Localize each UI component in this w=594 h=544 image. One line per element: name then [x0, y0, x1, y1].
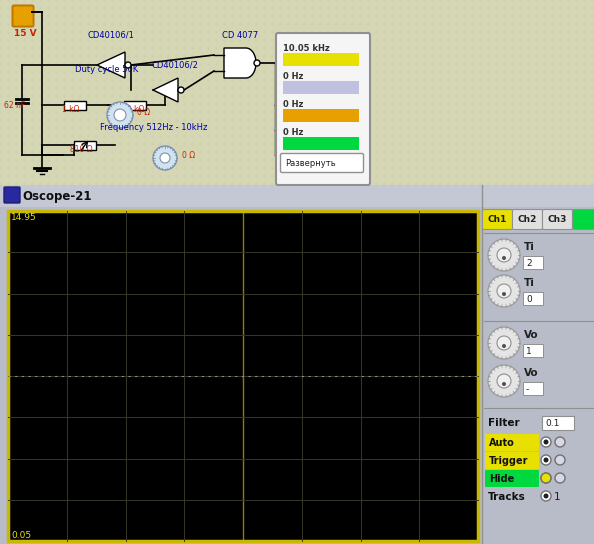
Polygon shape	[224, 48, 256, 78]
Circle shape	[125, 62, 131, 68]
Text: Развернуть: Развернуть	[285, 159, 336, 168]
Bar	[523, 344, 543, 357]
Bar	[283, 53, 359, 66]
Text: 0.1: 0.1	[545, 419, 560, 428]
Bar	[523, 382, 543, 395]
Circle shape	[555, 473, 565, 483]
FancyBboxPatch shape	[485, 470, 539, 487]
Text: 15 V: 15 V	[14, 29, 37, 38]
Text: Auto: Auto	[489, 438, 515, 448]
Circle shape	[555, 455, 565, 465]
Bar	[283, 109, 359, 122]
Bar	[283, 81, 359, 94]
Text: 0: 0	[526, 295, 532, 304]
Text: Hide: Hide	[489, 474, 514, 484]
Text: 62 nF: 62 nF	[4, 101, 26, 110]
Text: CD 4077: CD 4077	[222, 31, 258, 40]
Circle shape	[178, 87, 184, 93]
Bar	[64, 101, 86, 110]
FancyBboxPatch shape	[513, 209, 542, 230]
FancyBboxPatch shape	[573, 209, 594, 230]
Bar	[0, 185, 594, 544]
Text: 14.95: 14.95	[11, 213, 37, 222]
Bar	[74, 141, 96, 150]
Circle shape	[497, 284, 511, 298]
Circle shape	[488, 365, 520, 397]
Text: 0 Ω: 0 Ω	[182, 151, 195, 160]
Circle shape	[107, 102, 133, 128]
FancyBboxPatch shape	[482, 209, 513, 230]
Circle shape	[114, 109, 126, 121]
Bar	[542, 416, 574, 430]
Circle shape	[497, 336, 511, 350]
Text: Ti: Ti	[524, 278, 535, 288]
Text: 1 kΩ: 1 kΩ	[62, 105, 80, 114]
Circle shape	[544, 458, 548, 462]
Circle shape	[488, 275, 520, 307]
Circle shape	[541, 437, 551, 447]
Circle shape	[555, 437, 565, 447]
FancyBboxPatch shape	[485, 452, 539, 469]
Text: 2: 2	[526, 259, 532, 268]
Circle shape	[488, 239, 520, 271]
Circle shape	[541, 473, 551, 483]
Bar	[8, 211, 478, 541]
Circle shape	[497, 248, 511, 262]
Bar	[0, 185, 594, 207]
Circle shape	[544, 493, 548, 498]
Text: Filter: Filter	[488, 418, 520, 428]
Text: 1: 1	[554, 492, 561, 502]
Text: Oscope-21: Oscope-21	[22, 190, 91, 203]
Circle shape	[153, 146, 177, 170]
Polygon shape	[97, 52, 125, 78]
Text: 0 Hz: 0 Hz	[283, 72, 304, 81]
Text: 810 Ω: 810 Ω	[70, 145, 93, 154]
Circle shape	[541, 491, 551, 501]
Text: Ch2: Ch2	[518, 215, 537, 224]
Polygon shape	[153, 78, 178, 102]
Text: Ti: Ti	[524, 242, 535, 252]
Text: Vo: Vo	[524, 330, 539, 340]
Circle shape	[541, 455, 551, 465]
Circle shape	[544, 440, 548, 444]
Text: CD40106/1: CD40106/1	[88, 31, 135, 40]
Text: 10.05 kHz: 10.05 kHz	[283, 44, 330, 53]
FancyBboxPatch shape	[12, 5, 33, 27]
FancyBboxPatch shape	[542, 209, 573, 230]
Text: Vo: Vo	[524, 368, 539, 378]
FancyBboxPatch shape	[485, 434, 539, 451]
Text: Trigger: Trigger	[489, 456, 529, 466]
Text: 10 kΩ: 10 kΩ	[122, 105, 144, 114]
Circle shape	[488, 327, 520, 359]
Bar	[283, 137, 359, 150]
Circle shape	[502, 256, 506, 260]
Text: 1: 1	[526, 347, 532, 356]
Circle shape	[541, 473, 551, 483]
Circle shape	[254, 60, 260, 66]
Bar	[523, 256, 543, 269]
FancyBboxPatch shape	[276, 33, 370, 185]
Bar	[523, 292, 543, 305]
Text: 0.05: 0.05	[11, 531, 31, 540]
Circle shape	[497, 374, 511, 388]
Text: Tracks: Tracks	[488, 492, 526, 502]
Bar	[124, 101, 146, 110]
Text: 0 Ω: 0 Ω	[137, 108, 150, 117]
Text: Ch3: Ch3	[548, 215, 567, 224]
Text: Frequency 512Hz - 10kHz: Frequency 512Hz - 10kHz	[100, 123, 207, 132]
Text: Ch1: Ch1	[488, 215, 507, 224]
Text: -: -	[526, 385, 529, 394]
Circle shape	[502, 344, 506, 348]
FancyBboxPatch shape	[280, 153, 364, 172]
Text: 0 Hz: 0 Hz	[283, 128, 304, 137]
Text: CD40106/2: CD40106/2	[152, 61, 199, 70]
Circle shape	[160, 153, 170, 163]
FancyBboxPatch shape	[4, 187, 20, 203]
Circle shape	[502, 382, 506, 386]
Circle shape	[502, 292, 506, 296]
Text: Duty cycle 50K: Duty cycle 50K	[75, 65, 138, 74]
Text: 0 Hz: 0 Hz	[283, 100, 304, 109]
